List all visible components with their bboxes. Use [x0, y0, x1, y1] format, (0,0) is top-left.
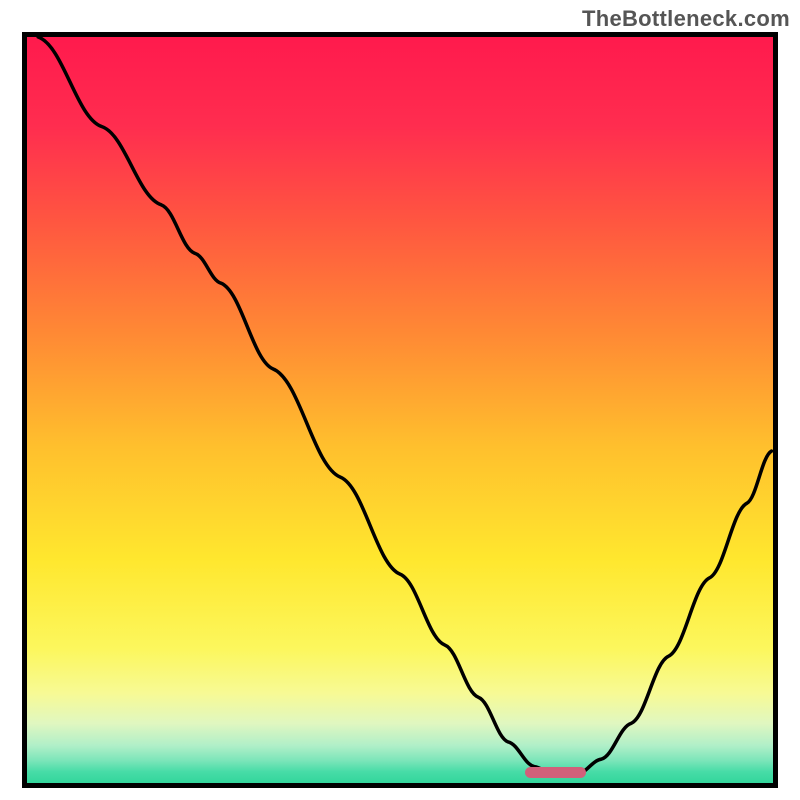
- chart-container: TheBottleneck.com: [0, 0, 800, 800]
- watermark-text: TheBottleneck.com: [582, 6, 790, 32]
- bottleneck-curve: [27, 37, 773, 783]
- optimal-range-marker: [525, 767, 586, 778]
- plot-area: [22, 32, 778, 788]
